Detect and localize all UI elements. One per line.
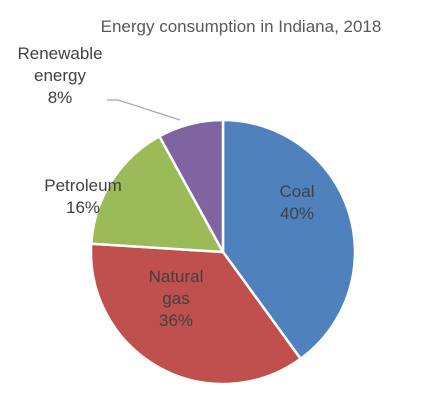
pie-slice-petroleum [90,135,225,254]
slice-value-label: 16% [66,198,100,217]
slice-label-petroleum: Petroleum 16% [44,176,121,217]
pie-slice-natural-gas [89,242,302,386]
pie-slices [89,118,357,386]
slice-name-label: Natural [149,267,204,286]
pie-slice-coal [221,118,357,361]
chart-title: Energy consumption in Indiana, 2018 [101,17,382,36]
slice-value-label: 36% [159,311,193,330]
slice-name-label: Renewable [17,44,102,63]
slice-name-label: Petroleum [44,176,121,195]
slice-labels: Coal 40% Natural gas 36% Petroleum 16% Renewabl… [17,44,314,330]
slice-name-label: Coal [280,182,315,201]
slice-value-label: 8% [48,88,73,107]
slice-name-label: gas [162,289,189,308]
slice-value-label: 40% [280,204,314,223]
slice-label-natural-gas: Natural gas 36% [149,267,204,330]
slice-name-label: energy [34,66,86,85]
slice-label-coal: Coal 40% [280,182,315,223]
leader-line-renewable-energy [107,99,181,121]
slice-label-renewable-energy: Renewable energy 8% [17,44,102,107]
pie-slice-renewable-energy [158,118,225,254]
leader-lines [107,99,181,121]
